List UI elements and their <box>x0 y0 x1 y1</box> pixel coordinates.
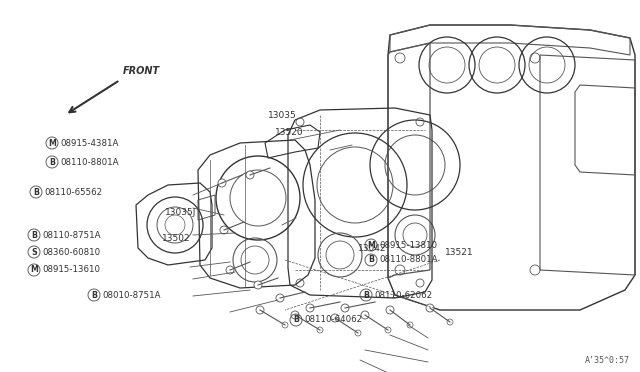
Text: FRONT: FRONT <box>123 66 160 76</box>
Circle shape <box>282 322 288 328</box>
Text: 08110-64062: 08110-64062 <box>304 315 362 324</box>
Circle shape <box>407 322 413 328</box>
Text: B: B <box>363 291 369 299</box>
Text: 08110-8801A: 08110-8801A <box>379 256 438 264</box>
Circle shape <box>246 171 254 179</box>
Circle shape <box>426 304 434 312</box>
Circle shape <box>218 179 226 187</box>
Text: B: B <box>49 157 55 167</box>
Text: 08010-8751A: 08010-8751A <box>102 291 161 299</box>
Text: 08915-13610: 08915-13610 <box>42 266 100 275</box>
Circle shape <box>341 304 349 312</box>
Text: B: B <box>31 231 37 240</box>
Circle shape <box>386 306 394 314</box>
Text: B: B <box>91 291 97 299</box>
Text: B: B <box>368 256 374 264</box>
Text: 13035J: 13035J <box>165 208 196 217</box>
Circle shape <box>355 330 361 336</box>
Circle shape <box>306 304 314 312</box>
Text: 13521: 13521 <box>445 247 474 257</box>
Circle shape <box>317 327 323 333</box>
Text: 08915-4381A: 08915-4381A <box>60 138 118 148</box>
Text: 08110-8801A: 08110-8801A <box>60 157 118 167</box>
Circle shape <box>331 314 339 322</box>
Text: 13042: 13042 <box>358 244 387 253</box>
Text: 08110-8751A: 08110-8751A <box>42 231 100 240</box>
Circle shape <box>256 306 264 314</box>
Text: B: B <box>33 187 39 196</box>
Text: 08110-65562: 08110-65562 <box>44 187 102 196</box>
Circle shape <box>226 266 234 274</box>
Text: M: M <box>30 266 38 275</box>
Circle shape <box>276 294 284 302</box>
Text: 13502: 13502 <box>162 234 191 243</box>
Circle shape <box>291 311 299 319</box>
Text: B: B <box>293 315 299 324</box>
Text: S: S <box>31 247 37 257</box>
Text: M: M <box>48 138 56 148</box>
Text: M: M <box>367 241 375 250</box>
Circle shape <box>385 327 391 333</box>
Circle shape <box>361 311 369 319</box>
Text: 08360-60810: 08360-60810 <box>42 247 100 257</box>
Text: 13520: 13520 <box>275 128 303 137</box>
Text: 08110-62062: 08110-62062 <box>374 291 432 299</box>
Text: 08915-13810: 08915-13810 <box>379 241 437 250</box>
Circle shape <box>220 226 228 234</box>
Circle shape <box>447 319 453 325</box>
Text: 13035: 13035 <box>268 110 297 119</box>
Text: A'35^0:57: A'35^0:57 <box>585 356 630 365</box>
Circle shape <box>254 281 262 289</box>
